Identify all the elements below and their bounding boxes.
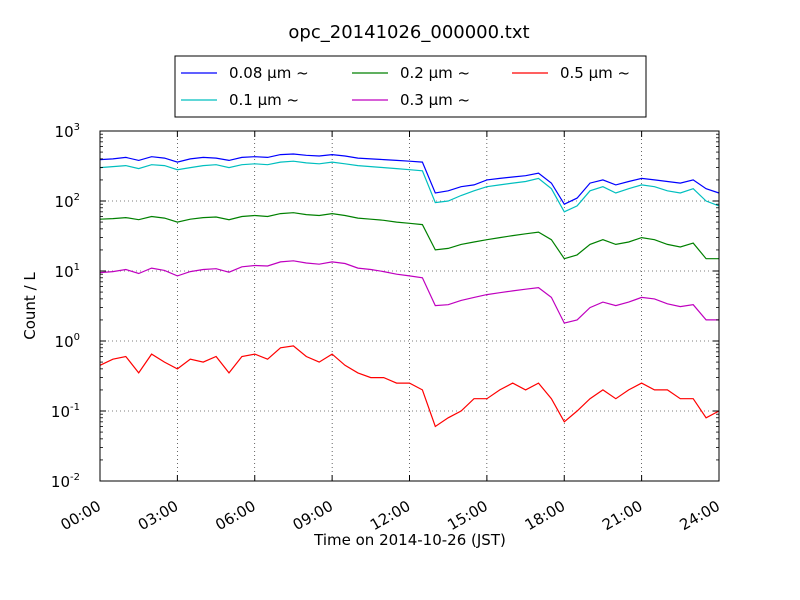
y-tick-labels: 10-2 10-1 100 101 102 103 — [51, 122, 80, 491]
legend: 0.08 μm ~ 0.1 μm ~ 0.2 μm ~ 0.3 μm ~ 0.5 μm … — [174, 55, 647, 118]
series-line-4 — [99, 345, 720, 428]
legend-label-1: 0.1 μm ~ — [229, 91, 299, 109]
y-axis-label: Count / L — [21, 272, 39, 340]
x-axis-label: Time on 2014-10-26 (JST) — [313, 531, 506, 549]
legend-label-3: 0.3 μm ~ — [400, 91, 470, 109]
series-line-0 — [99, 153, 720, 205]
legend-box — [174, 55, 647, 118]
y-tick-label: 10-2 — [51, 472, 80, 491]
ticks — [99, 130, 720, 482]
y-tick-label: 101 — [55, 262, 80, 281]
y-tick-label: 10-1 — [51, 402, 80, 421]
y-tick-label: 100 — [55, 332, 80, 351]
plot-lines — [99, 153, 720, 428]
legend-label-4: 0.5 μm ~ — [560, 64, 630, 82]
y-tick-label: 102 — [55, 192, 80, 211]
y-tick-label: 103 — [55, 122, 80, 141]
chart-title: opc_20141026_000000.txt — [288, 22, 529, 43]
series-line-1 — [99, 160, 720, 213]
series-line-2 — [99, 212, 719, 260]
legend-label-0: 0.08 μm ~ — [229, 64, 309, 82]
series-line-3 — [99, 260, 719, 324]
legend-label-2: 0.2 μm ~ — [400, 64, 470, 82]
